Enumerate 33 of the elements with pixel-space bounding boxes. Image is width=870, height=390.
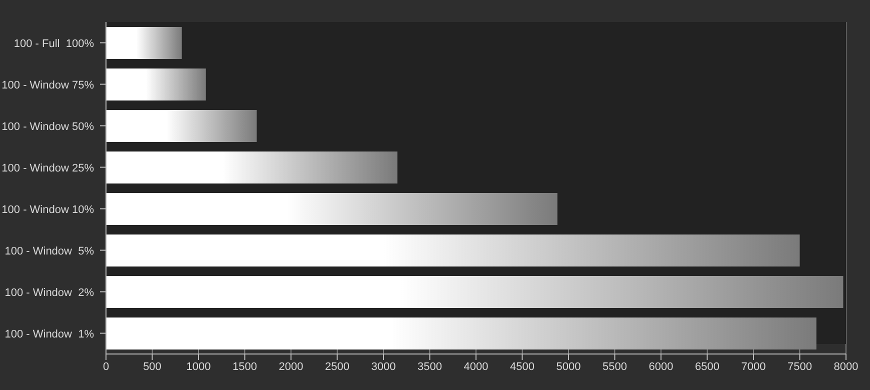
bar xyxy=(106,276,844,308)
x-tick-label: 5000 xyxy=(556,360,581,373)
y-tick-label: 100 - Window 75% xyxy=(2,79,94,92)
bar xyxy=(106,151,398,184)
x-tick-label: 500 xyxy=(143,360,162,373)
x-tick-label: 4500 xyxy=(510,360,534,373)
x-tick-label: 2500 xyxy=(325,360,350,373)
y-tick-label: 100 - Window 2% xyxy=(4,286,94,299)
x-tick-label: 0 xyxy=(102,360,110,373)
bar xyxy=(106,26,182,59)
x-tick-label: 1500 xyxy=(232,360,257,373)
bar xyxy=(106,317,816,350)
y-tick-label: 100 - Window 1% xyxy=(4,328,94,340)
x-tick-label: 4000 xyxy=(464,360,488,373)
x-tick-label: 3500 xyxy=(418,360,442,373)
bar xyxy=(106,192,558,225)
y-tick-label: 100 - Window 5% xyxy=(4,245,94,258)
y-tick-label: 100 - Window 25% xyxy=(2,162,94,174)
x-tick-label: 3000 xyxy=(371,360,396,373)
bar xyxy=(106,234,800,266)
bar xyxy=(106,110,257,142)
x-tick-label: 2000 xyxy=(278,360,304,373)
x-tick-label: 7000 xyxy=(741,360,766,373)
y-tick-label: 100 - Window 50% xyxy=(2,120,94,133)
x-tick-label: 1000 xyxy=(186,360,211,373)
x-tick-label: 5500 xyxy=(602,360,627,373)
x-tick-label: 7500 xyxy=(788,360,812,373)
y-tick-label: 100 - Full 100% xyxy=(14,38,94,50)
bar xyxy=(106,68,206,100)
x-tick-label: 6500 xyxy=(695,360,720,373)
x-tick-label: 8000 xyxy=(834,360,858,373)
y-tick-label: 100 - Window 10% xyxy=(2,204,94,216)
x-tick-label: 6000 xyxy=(648,360,674,373)
